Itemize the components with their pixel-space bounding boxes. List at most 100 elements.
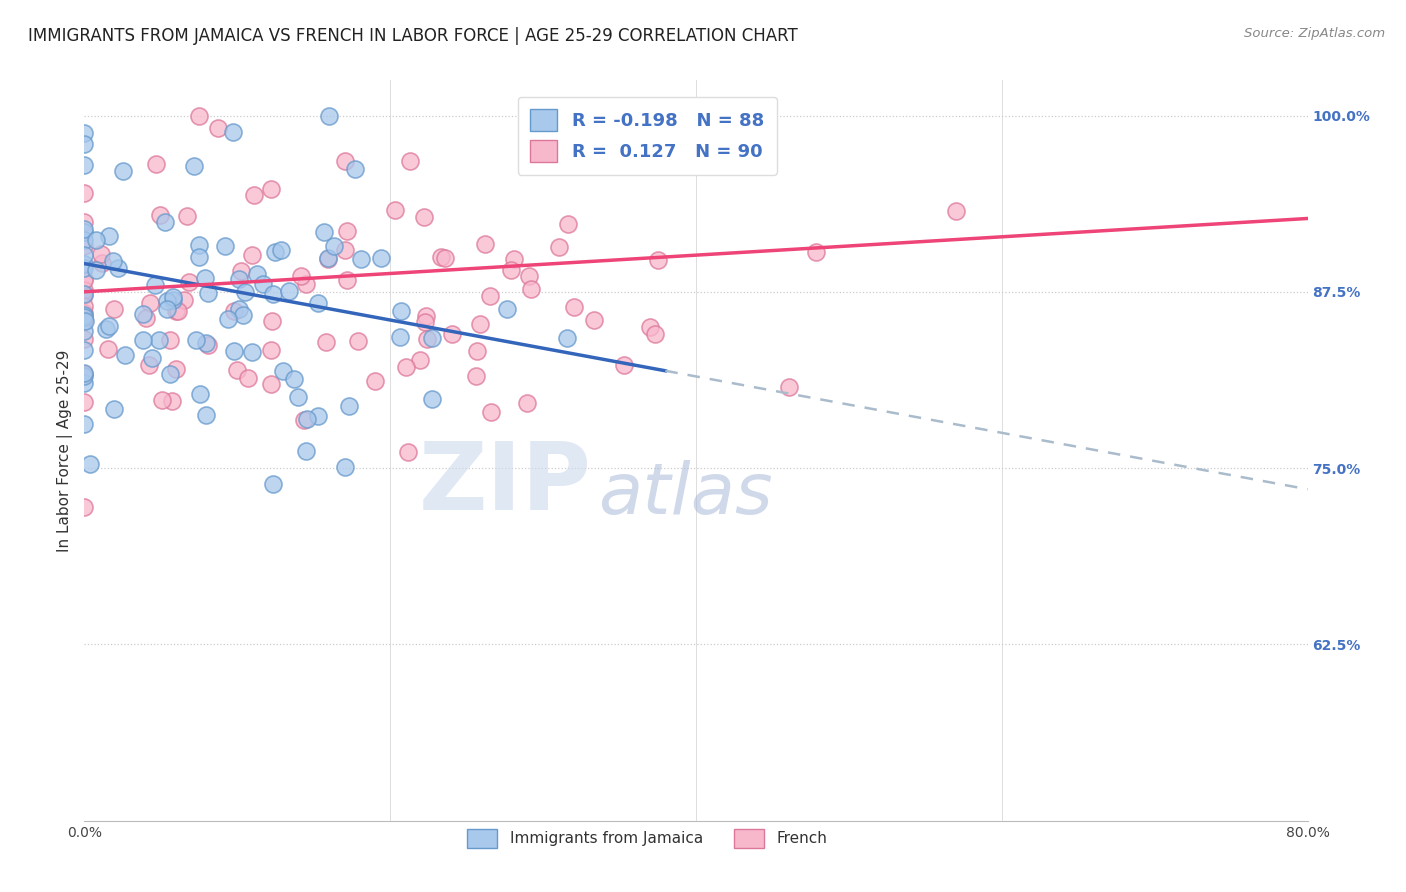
Point <box>474 237 496 252</box>
Point <box>197 338 219 352</box>
Point <box>271 364 294 378</box>
Point <box>222 125 245 139</box>
Point <box>184 333 207 347</box>
Point <box>73 332 96 346</box>
Point <box>502 252 524 267</box>
Point <box>638 320 661 334</box>
Point <box>232 308 254 322</box>
Point <box>396 445 419 459</box>
Point <box>228 301 250 316</box>
Point <box>399 153 422 168</box>
Text: atlas: atlas <box>598 460 773 529</box>
Point <box>73 395 96 409</box>
Point <box>644 326 666 341</box>
Point <box>389 303 412 318</box>
Point <box>555 331 578 345</box>
Point <box>307 295 329 310</box>
Point <box>307 409 329 423</box>
Point <box>73 257 96 271</box>
Point <box>260 376 283 391</box>
Point <box>394 359 416 374</box>
Point <box>73 226 96 240</box>
Point <box>316 252 339 267</box>
Point <box>420 331 443 345</box>
Point <box>166 304 188 318</box>
Point <box>207 121 229 136</box>
Point <box>778 379 800 393</box>
Point <box>73 306 96 320</box>
Point <box>73 137 96 152</box>
Point <box>73 215 96 229</box>
Point <box>139 296 162 310</box>
Point <box>295 412 318 426</box>
Point <box>415 332 437 346</box>
Point <box>415 309 437 323</box>
Point <box>290 268 312 283</box>
Point <box>165 362 187 376</box>
Point <box>409 353 432 368</box>
Point <box>243 187 266 202</box>
Point <box>226 362 249 376</box>
Text: ZIP: ZIP <box>419 438 592 530</box>
Point <box>97 229 120 244</box>
Point <box>73 367 96 381</box>
Point <box>222 304 245 318</box>
Point <box>240 248 263 262</box>
Point <box>73 233 96 247</box>
Point <box>197 286 219 301</box>
Point <box>260 343 283 358</box>
Point <box>294 443 316 458</box>
Point <box>73 239 96 253</box>
Point <box>347 334 370 348</box>
Point <box>516 396 538 410</box>
Point <box>73 222 96 236</box>
Point <box>165 304 187 318</box>
Point <box>107 261 129 276</box>
Point <box>233 285 256 299</box>
Point <box>479 405 502 419</box>
Point <box>73 186 96 201</box>
Point <box>262 477 284 491</box>
Point <box>156 293 179 308</box>
Point <box>73 310 96 324</box>
Point <box>287 390 309 404</box>
Point <box>562 300 585 314</box>
Point <box>464 368 486 383</box>
Point <box>413 211 436 225</box>
Point <box>318 251 340 265</box>
Point <box>322 238 344 252</box>
Point <box>312 225 335 239</box>
Point <box>344 162 367 177</box>
Point <box>318 109 340 123</box>
Point <box>468 317 491 331</box>
Point <box>339 399 361 413</box>
Point <box>103 301 125 316</box>
Point <box>73 286 96 301</box>
Point <box>73 299 96 313</box>
Point <box>84 233 107 247</box>
Point <box>90 247 112 261</box>
Point <box>236 371 259 385</box>
Point <box>132 307 155 321</box>
Point <box>441 327 464 342</box>
Point <box>73 272 96 286</box>
Point <box>246 267 269 281</box>
Point <box>231 264 253 278</box>
Point <box>188 387 211 401</box>
Point <box>97 342 120 356</box>
Point <box>159 368 181 382</box>
Point <box>153 215 176 229</box>
Point <box>295 277 318 292</box>
Point <box>228 271 250 285</box>
Point <box>370 252 392 266</box>
Text: IMMIGRANTS FROM JAMAICA VS FRENCH IN LABOR FORCE | AGE 25-29 CORRELATION CHART: IMMIGRANTS FROM JAMAICA VS FRENCH IN LAB… <box>28 27 797 45</box>
Point <box>188 237 211 252</box>
Point <box>156 301 179 316</box>
Y-axis label: In Labor Force | Age 25-29: In Labor Force | Age 25-29 <box>58 350 73 551</box>
Point <box>73 248 96 262</box>
Point <box>160 393 183 408</box>
Point <box>86 263 108 277</box>
Point <box>413 315 436 329</box>
Point <box>103 401 125 416</box>
Point <box>73 343 96 358</box>
